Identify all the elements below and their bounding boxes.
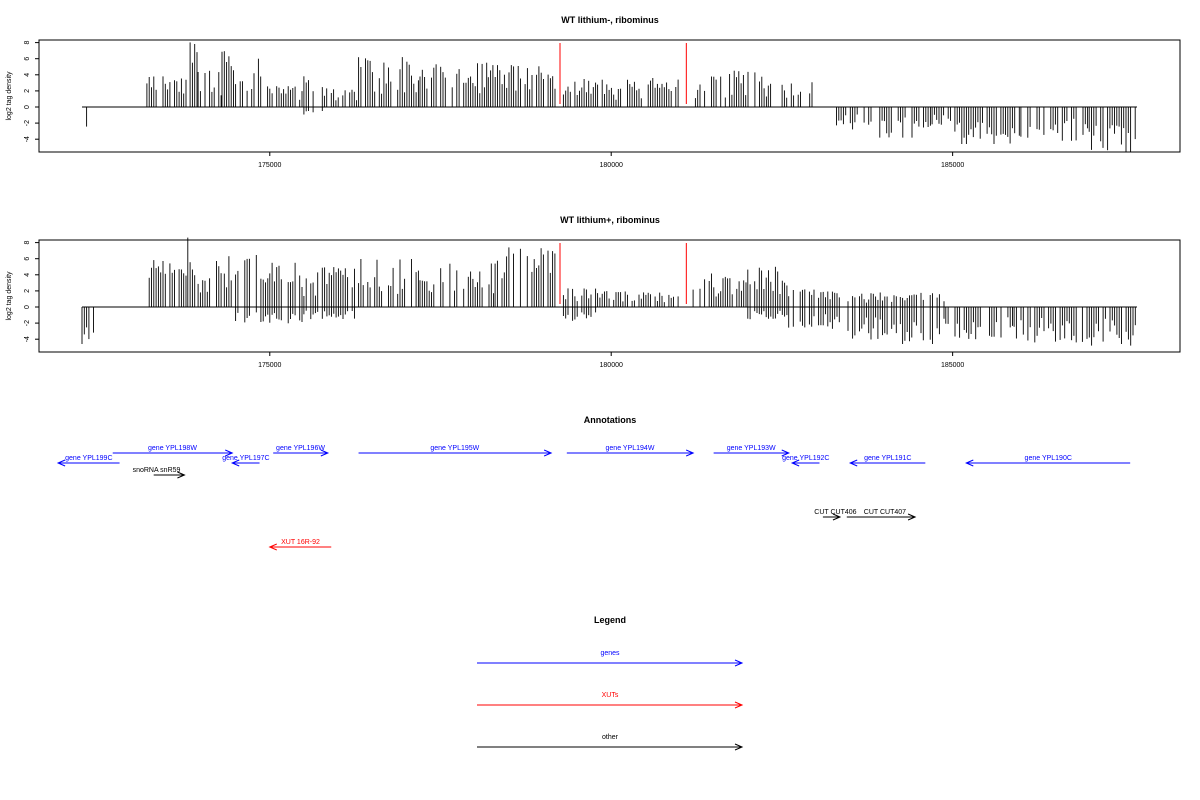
marker-lines bbox=[559, 43, 687, 104]
y-tick-label: 6 bbox=[24, 57, 31, 61]
y-tick-label: 8 bbox=[24, 241, 31, 245]
annotations-title: Annotations bbox=[584, 415, 637, 425]
arrowhead bbox=[907, 513, 917, 521]
y-tick-label: 4 bbox=[24, 73, 31, 77]
arrowhead bbox=[177, 471, 186, 479]
legend-item: genes bbox=[477, 650, 744, 667]
feature-label: gene YPL194W bbox=[606, 445, 655, 452]
feature-label: XUT 16R-92 bbox=[281, 539, 320, 546]
arrowhead bbox=[230, 459, 240, 467]
feature-label: CUT CUT406 bbox=[814, 509, 856, 516]
feature-label: gene YPL199C bbox=[65, 455, 112, 462]
legend: Legend genes XUTs other bbox=[477, 615, 744, 751]
legend-label: XUTs bbox=[602, 692, 619, 699]
y-tick-label: 2 bbox=[24, 89, 31, 93]
y-tick-label: 4 bbox=[24, 273, 31, 277]
annotation-feature: gene YPL190C bbox=[965, 455, 1131, 467]
chart-panel-lithium-minus: WT lithium-, ribominus log2 tag density … bbox=[6, 15, 1181, 169]
y-tick-label: -4 bbox=[24, 136, 31, 142]
feature-label: gene YPL191C bbox=[864, 455, 911, 462]
arrowhead bbox=[268, 543, 277, 551]
legend-entries: genes XUTs other bbox=[477, 650, 744, 751]
feature-label: gene YPL190C bbox=[1025, 455, 1072, 462]
arrowhead bbox=[781, 449, 791, 457]
annotation-feature: gene YPL193W bbox=[713, 445, 791, 457]
y-tick-label: 2 bbox=[24, 289, 31, 293]
feature-label: gene YPL196W bbox=[276, 445, 325, 452]
y-tick-label: 6 bbox=[24, 257, 31, 261]
signal-bars bbox=[82, 42, 1137, 153]
plot-frame bbox=[38, 39, 1181, 153]
arrowhead bbox=[734, 701, 744, 709]
feature-label: gene YPL197C bbox=[222, 455, 269, 462]
arrowhead bbox=[56, 459, 66, 467]
x-tick-label: 180000 bbox=[600, 362, 623, 369]
annotation-feature: gene YPL196W bbox=[273, 445, 330, 457]
chart-title: WT lithium-, ribominus bbox=[561, 15, 659, 25]
annotation-feature: gene YPL195W bbox=[358, 445, 553, 457]
x-axis: 175000 180000 185000 bbox=[258, 352, 964, 369]
plot-frame bbox=[38, 239, 1181, 353]
y-tick-label: 0 bbox=[24, 105, 31, 109]
x-tick-label: 185000 bbox=[941, 362, 964, 369]
legend-label: genes bbox=[600, 650, 620, 657]
arrowhead bbox=[685, 449, 695, 457]
y-axis-label: log2 tag density bbox=[6, 71, 13, 121]
x-tick-label: 185000 bbox=[941, 162, 964, 169]
annotation-feature: gene YPL197C bbox=[222, 455, 270, 467]
signal-bars bbox=[81, 237, 1137, 346]
legend-label: other bbox=[602, 734, 619, 741]
annotation-feature: CUT CUT406 bbox=[814, 509, 857, 521]
feature-label: gene YPL198W bbox=[148, 445, 197, 452]
arrowhead bbox=[734, 743, 744, 751]
annotation-feature: XUT 16R-92 bbox=[268, 539, 332, 551]
annotation-feature: gene YPL198W bbox=[112, 445, 234, 457]
annotation-feature: gene YPL199C bbox=[56, 455, 120, 467]
y-tick-label: -2 bbox=[24, 120, 31, 126]
x-tick-label: 180000 bbox=[600, 162, 623, 169]
annotation-feature: gene YPL191C bbox=[848, 455, 926, 467]
annotation-feature: CUT CUT407 bbox=[846, 509, 917, 521]
x-tick-label: 175000 bbox=[258, 362, 281, 369]
arrowhead bbox=[543, 449, 553, 457]
feature-label: gene YPL193W bbox=[727, 445, 776, 452]
legend-item: XUTs bbox=[477, 692, 744, 709]
arrowhead bbox=[965, 459, 974, 467]
annotation-features: gene YPL199C gene YPL198W gene YPL197C snoR… bbox=[56, 445, 1131, 551]
y-tick-label: 0 bbox=[24, 305, 31, 309]
y-tick-label: -4 bbox=[24, 336, 31, 342]
arrowhead bbox=[848, 459, 858, 467]
annotation-feature: snoRNA snR59 bbox=[133, 467, 186, 479]
feature-label: gene YPL195W bbox=[430, 445, 479, 452]
legend-title: Legend bbox=[594, 615, 626, 625]
feature-label: snoRNA snR59 bbox=[133, 467, 181, 474]
y-axis: 8 6 4 2 0 -2 -4 bbox=[24, 41, 39, 142]
arrowhead bbox=[832, 513, 842, 521]
feature-label: CUT CUT407 bbox=[864, 509, 906, 516]
annotation-feature: gene YPL192C bbox=[782, 455, 829, 467]
annotation-feature: gene YPL194W bbox=[566, 445, 695, 457]
arrowhead bbox=[790, 459, 800, 467]
y-axis-label: log2 tag density bbox=[6, 271, 13, 321]
feature-label: gene YPL192C bbox=[782, 455, 829, 462]
y-axis: 8 6 4 2 0 -2 -4 bbox=[24, 241, 39, 342]
marker-lines bbox=[559, 243, 687, 304]
x-tick-label: 175000 bbox=[258, 162, 281, 169]
legend-item: other bbox=[477, 734, 744, 751]
chart-title: WT lithium+, ribominus bbox=[560, 215, 660, 225]
arrowhead bbox=[734, 659, 744, 667]
y-tick-label: -2 bbox=[24, 320, 31, 326]
chart-panel-lithium-plus: WT lithium+, ribominus log2 tag density … bbox=[6, 215, 1181, 369]
arrowhead bbox=[320, 449, 330, 457]
y-tick-label: 8 bbox=[24, 41, 31, 45]
x-axis: 175000 180000 185000 bbox=[258, 152, 964, 169]
arrowhead bbox=[225, 449, 234, 457]
